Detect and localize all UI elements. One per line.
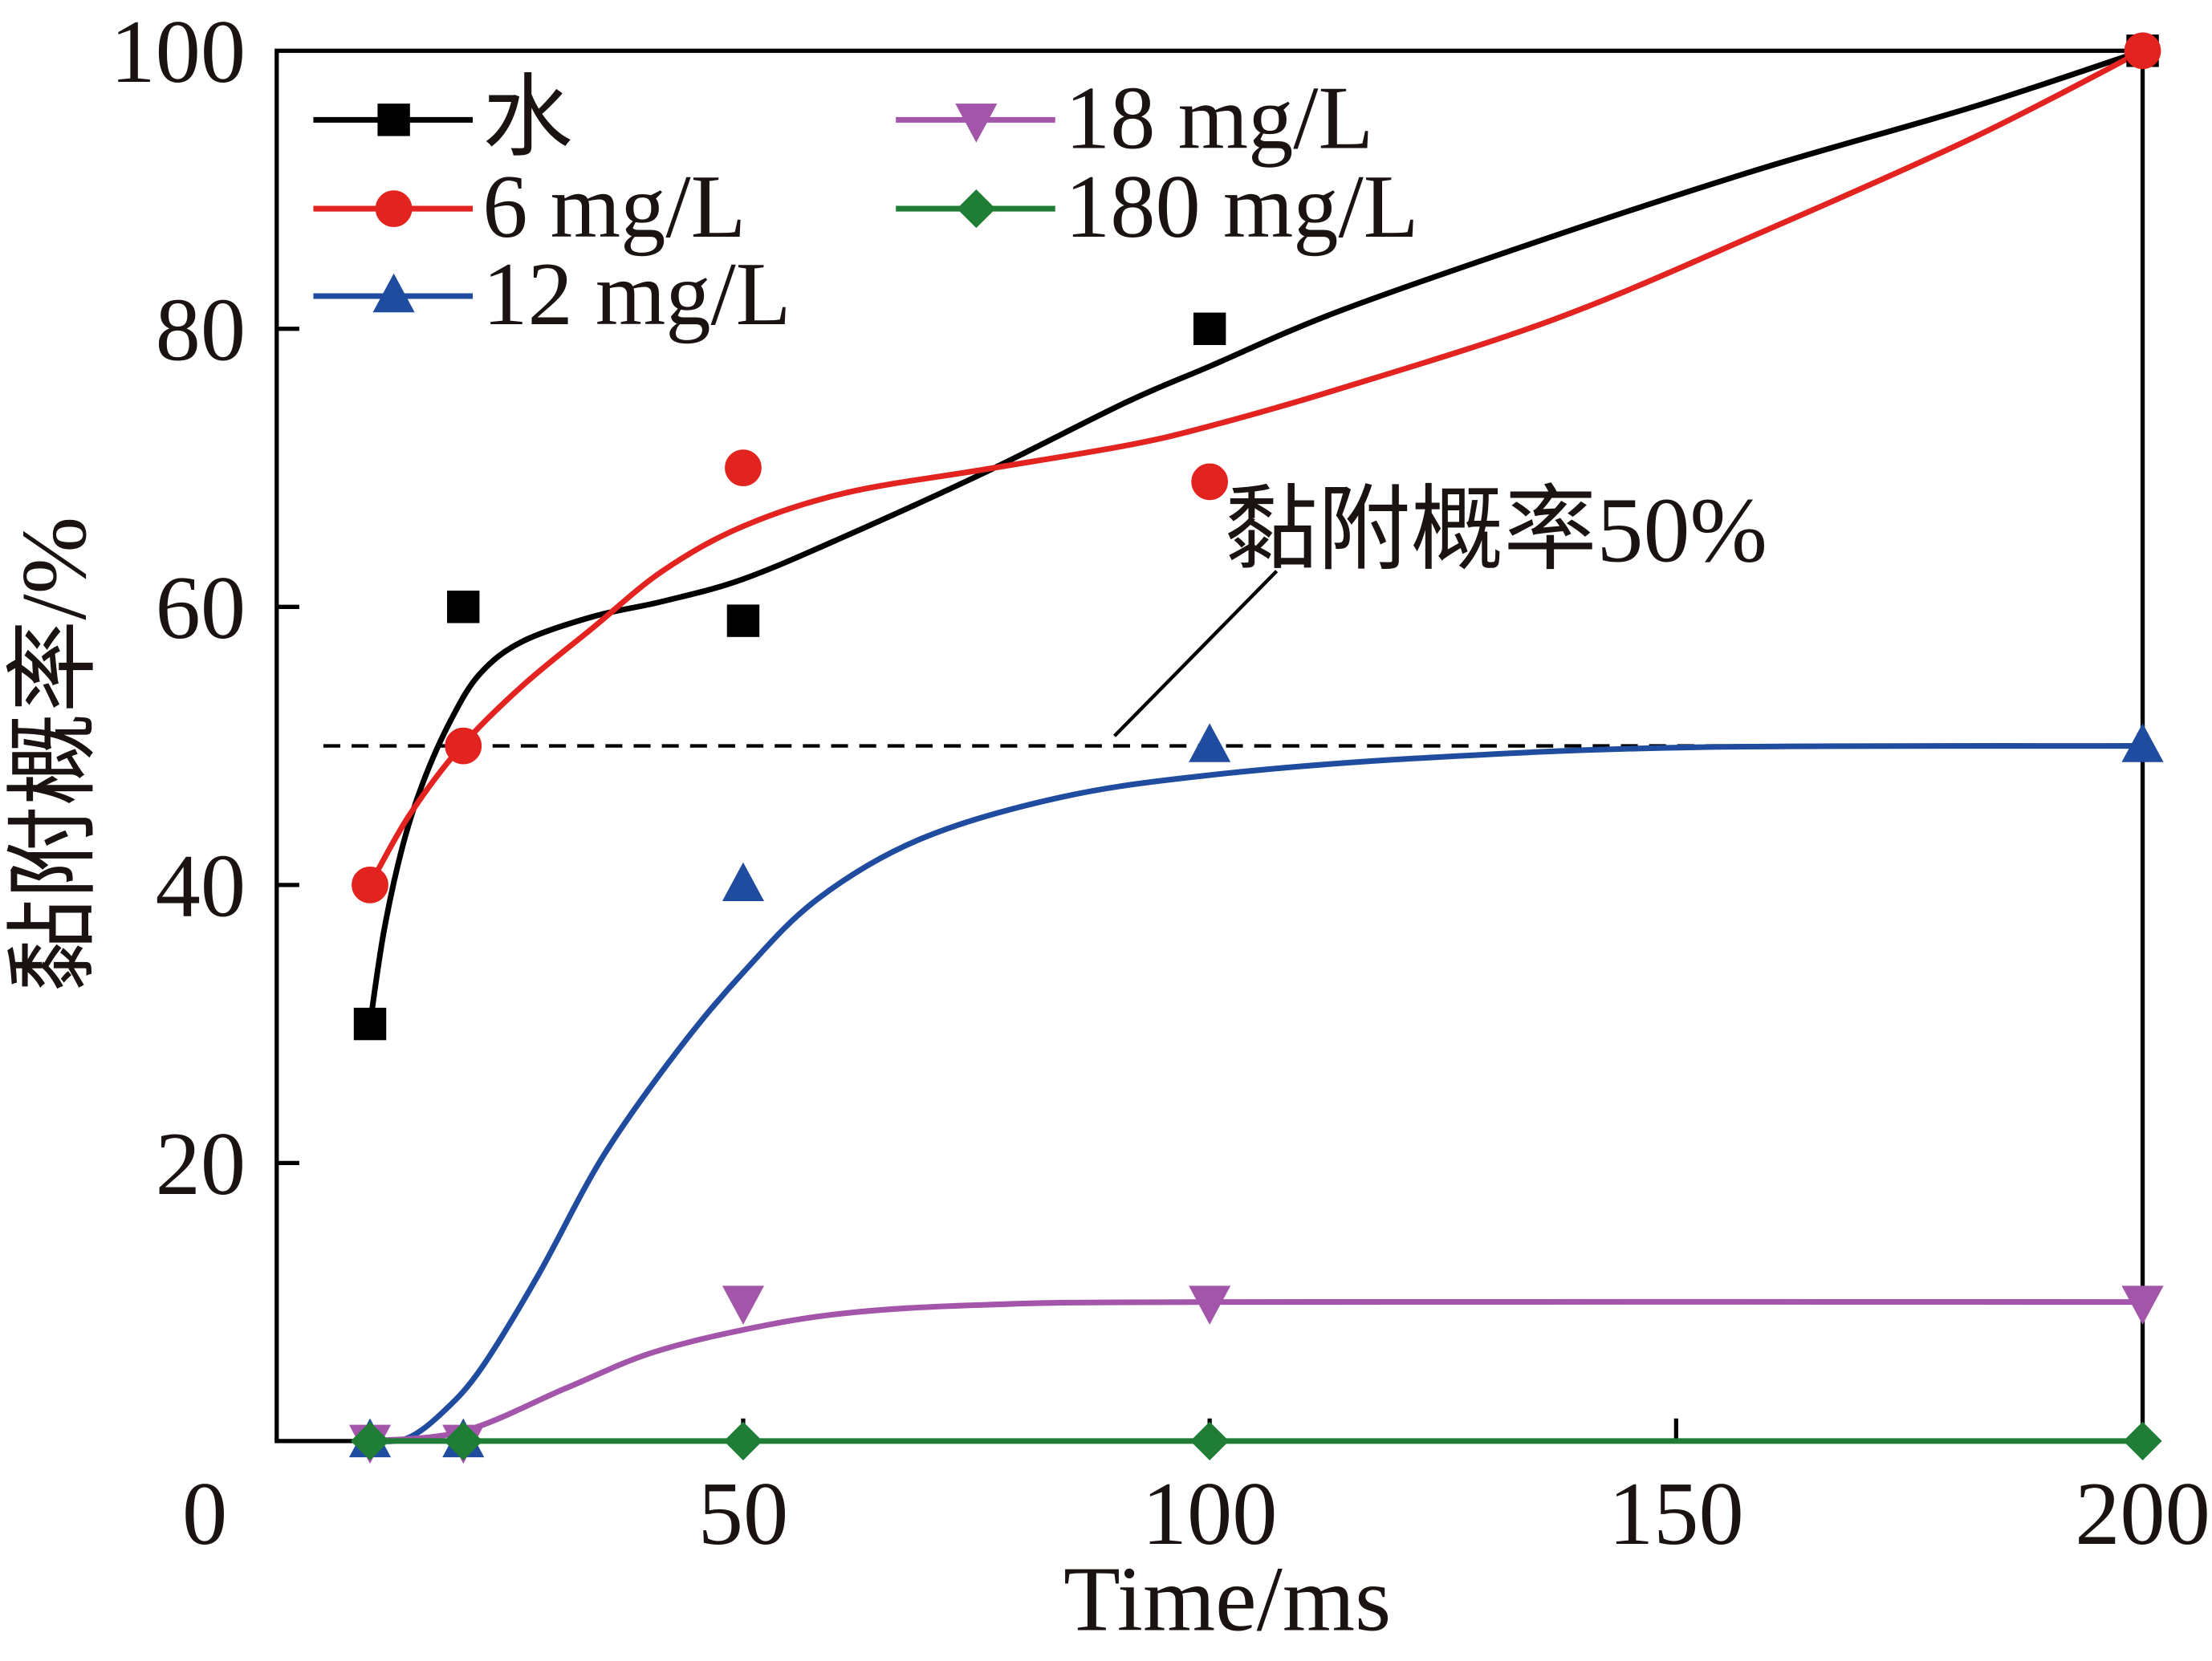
y-tick-label: 100 bbox=[110, 2, 246, 102]
series-3-point-4 bbox=[2121, 1285, 2164, 1325]
series-2-point-3 bbox=[1189, 723, 1231, 762]
series-2-fit-line bbox=[369, 743, 2143, 1444]
legend-marker-swatch bbox=[955, 104, 998, 143]
y-tick-label: 20 bbox=[156, 1115, 246, 1214]
series-4-point-1 bbox=[444, 1421, 483, 1460]
x-tick-label: 50 bbox=[698, 1464, 788, 1564]
series-4-point-2 bbox=[723, 1421, 763, 1460]
x-tick-label: 150 bbox=[1608, 1464, 1744, 1564]
fit-curves bbox=[367, 47, 2145, 1444]
y-axis-title: 黏附概率/% bbox=[3, 517, 106, 993]
legend-entry-2: 12 mg/L bbox=[313, 245, 791, 344]
series-4-point-0 bbox=[350, 1421, 390, 1460]
series-4-point-3 bbox=[1190, 1421, 1230, 1460]
legend-label: 水 bbox=[482, 69, 572, 169]
series-3-point-3 bbox=[1189, 1285, 1231, 1325]
legend-entry-0: 水 bbox=[313, 69, 573, 169]
data-markers bbox=[348, 32, 2164, 1464]
legend-marker-swatch bbox=[957, 189, 996, 229]
legend-label: 18 mg/L bbox=[1065, 69, 1373, 169]
series-1-fit-line bbox=[367, 48, 2145, 887]
legend-label: 12 mg/L bbox=[482, 245, 791, 344]
origin-tick-label: 0 bbox=[182, 1464, 227, 1564]
series-1-point-3 bbox=[1191, 463, 1228, 501]
legend-marker-swatch bbox=[375, 190, 413, 227]
legend-marker-swatch bbox=[377, 104, 410, 136]
series-0-point-3 bbox=[1193, 312, 1226, 345]
legend-entry-1: 6 mg/L bbox=[313, 157, 746, 257]
annotation: 黏附概率50% bbox=[1112, 479, 1767, 737]
legend-entry-3: 18 mg/L bbox=[896, 69, 1373, 169]
series-0-point-1 bbox=[447, 591, 480, 623]
series-0-point-2 bbox=[726, 604, 760, 637]
legend-entry-4: 180 mg/L bbox=[896, 157, 1418, 257]
series-1-point-0 bbox=[352, 866, 388, 904]
x-axis: 50 100 150 200 0 Time/ms bbox=[182, 1418, 2210, 1651]
legend-label: 6 mg/L bbox=[482, 157, 746, 257]
legend-label: 180 mg/L bbox=[1065, 157, 1418, 257]
series-1-point-1 bbox=[445, 727, 482, 765]
series-1-point-2 bbox=[725, 449, 762, 486]
legend-marker-swatch bbox=[372, 273, 415, 313]
y-axis: 20 40 60 80 100 黏附概率/% bbox=[3, 2, 299, 1214]
x-tick-label: 100 bbox=[1142, 1464, 1278, 1564]
series-2-point-4 bbox=[2121, 723, 2164, 762]
y-tick-label: 80 bbox=[156, 280, 246, 380]
annotation-text: 黏附概率50% bbox=[1225, 479, 1767, 582]
series-0-fit-line bbox=[367, 47, 2144, 1025]
y-tick-label: 40 bbox=[156, 836, 246, 936]
series-0-point-0 bbox=[353, 1007, 387, 1041]
series-4-point-4 bbox=[2123, 1421, 2162, 1460]
x-axis-title: Time/ms bbox=[1063, 1548, 1391, 1651]
series-2-point-2 bbox=[722, 862, 765, 902]
series-3-point-2 bbox=[722, 1285, 765, 1325]
x-tick-label: 200 bbox=[2075, 1464, 2210, 1564]
annotation-leader-line bbox=[1112, 570, 1279, 737]
series-1-point-4 bbox=[2124, 32, 2161, 70]
y-tick-label: 60 bbox=[156, 558, 246, 658]
series-3-fit-line bbox=[369, 1298, 2143, 1444]
